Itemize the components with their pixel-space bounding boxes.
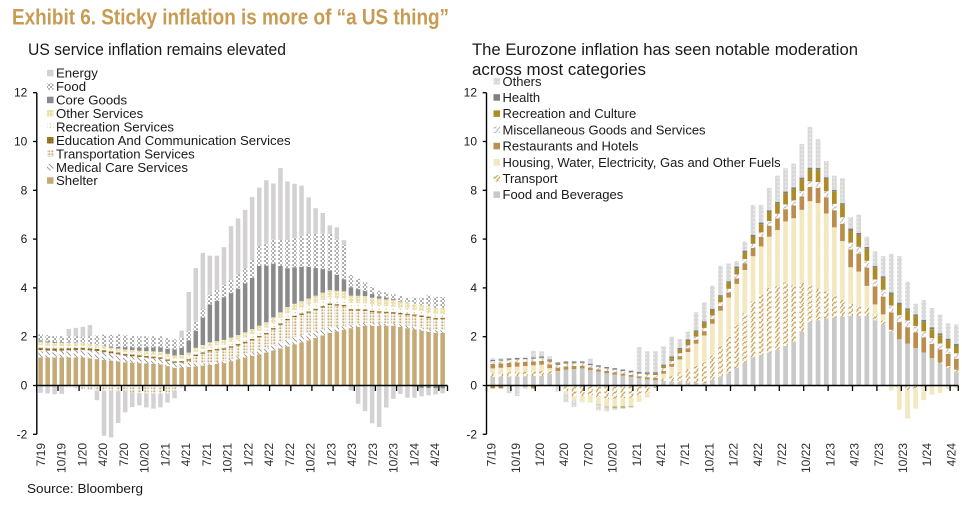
svg-text:7/21: 7/21 (678, 443, 692, 467)
svg-text:7/23: 7/23 (872, 443, 886, 467)
svg-text:8: 8 (21, 183, 28, 197)
svg-text:4: 4 (21, 281, 28, 295)
svg-text:-2: -2 (466, 427, 477, 441)
svg-text:Exhibit 6. Sticky inflation is: Exhibit 6. Sticky inflation is more of “… (12, 5, 449, 30)
svg-text:10/19: 10/19 (509, 443, 523, 473)
svg-text:7/23: 7/23 (366, 443, 380, 467)
svg-text:6: 6 (470, 232, 477, 246)
svg-text:1/21: 1/21 (158, 443, 172, 467)
svg-text:4/23: 4/23 (345, 443, 359, 467)
svg-text:4/22: 4/22 (751, 443, 765, 467)
svg-text:10/20: 10/20 (606, 443, 620, 473)
svg-text:0: 0 (21, 379, 28, 393)
svg-text:4/21: 4/21 (179, 443, 193, 467)
svg-text:7/20: 7/20 (581, 443, 595, 467)
svg-text:1/20: 1/20 (533, 443, 547, 467)
svg-text:1/24: 1/24 (920, 443, 934, 467)
svg-text:12: 12 (464, 86, 478, 100)
svg-text:Restaurants and Hotels: Restaurants and Hotels (503, 139, 639, 154)
svg-text:4/24: 4/24 (944, 443, 958, 467)
svg-text:Food and Beverages: Food and Beverages (503, 187, 624, 202)
svg-text:1/22: 1/22 (241, 443, 255, 467)
svg-text:4: 4 (470, 281, 477, 295)
svg-text:Housing, Water, Electricity, G: Housing, Water, Electricity, Gas and Oth… (503, 155, 782, 170)
svg-text:4/20: 4/20 (557, 443, 571, 467)
svg-text:Others: Others (503, 74, 543, 89)
svg-text:7/20: 7/20 (117, 443, 131, 467)
svg-text:7/22: 7/22 (283, 443, 297, 467)
svg-text:4/23: 4/23 (848, 443, 862, 467)
svg-text:10/22: 10/22 (799, 443, 813, 473)
svg-text:4/20: 4/20 (96, 443, 110, 467)
svg-text:4/24: 4/24 (428, 443, 442, 467)
svg-text:10: 10 (464, 135, 478, 149)
svg-text:1/20: 1/20 (75, 443, 89, 467)
svg-text:-2: -2 (17, 427, 28, 441)
svg-text:Miscellaneous Goods and Servic: Miscellaneous Goods and Services (503, 122, 707, 137)
svg-text:Transport: Transport (503, 171, 559, 186)
svg-text:4/22: 4/22 (262, 443, 276, 467)
svg-text:1/24: 1/24 (407, 443, 421, 467)
svg-text:7/22: 7/22 (775, 443, 789, 467)
svg-text:1/23: 1/23 (324, 443, 338, 467)
svg-text:2: 2 (470, 330, 477, 344)
svg-text:0: 0 (470, 379, 477, 393)
svg-text:across most categories: across most categories (472, 61, 646, 79)
svg-text:Shelter: Shelter (56, 173, 98, 188)
svg-text:10/20: 10/20 (138, 443, 152, 473)
svg-text:10: 10 (14, 135, 28, 149)
svg-text:1/23: 1/23 (823, 443, 837, 467)
svg-text:7/19: 7/19 (485, 443, 499, 467)
svg-text:1/21: 1/21 (630, 443, 644, 467)
svg-text:Health: Health (503, 90, 541, 105)
svg-text:10/23: 10/23 (387, 443, 401, 473)
svg-text:10/19: 10/19 (55, 443, 69, 473)
svg-text:US service inflation remains e: US service inflation remains elevated (28, 41, 286, 59)
svg-text:10/22: 10/22 (304, 443, 318, 473)
svg-text:Source: Bloomberg: Source: Bloomberg (27, 481, 143, 496)
svg-text:8: 8 (470, 183, 477, 197)
svg-text:2: 2 (21, 330, 28, 344)
svg-text:7/19: 7/19 (34, 443, 48, 467)
svg-text:12: 12 (14, 86, 28, 100)
svg-text:4/21: 4/21 (654, 443, 668, 467)
svg-text:10/23: 10/23 (896, 443, 910, 473)
svg-text:10/21: 10/21 (221, 443, 235, 473)
svg-text:1/22: 1/22 (727, 443, 741, 467)
svg-text:Recreation and Culture: Recreation and Culture (503, 106, 637, 121)
svg-text:The Eurozone inflation has see: The Eurozone inflation has seen notable … (472, 41, 858, 59)
svg-text:6: 6 (21, 232, 28, 246)
svg-text:10/21: 10/21 (702, 443, 716, 473)
svg-text:7/21: 7/21 (200, 443, 214, 467)
